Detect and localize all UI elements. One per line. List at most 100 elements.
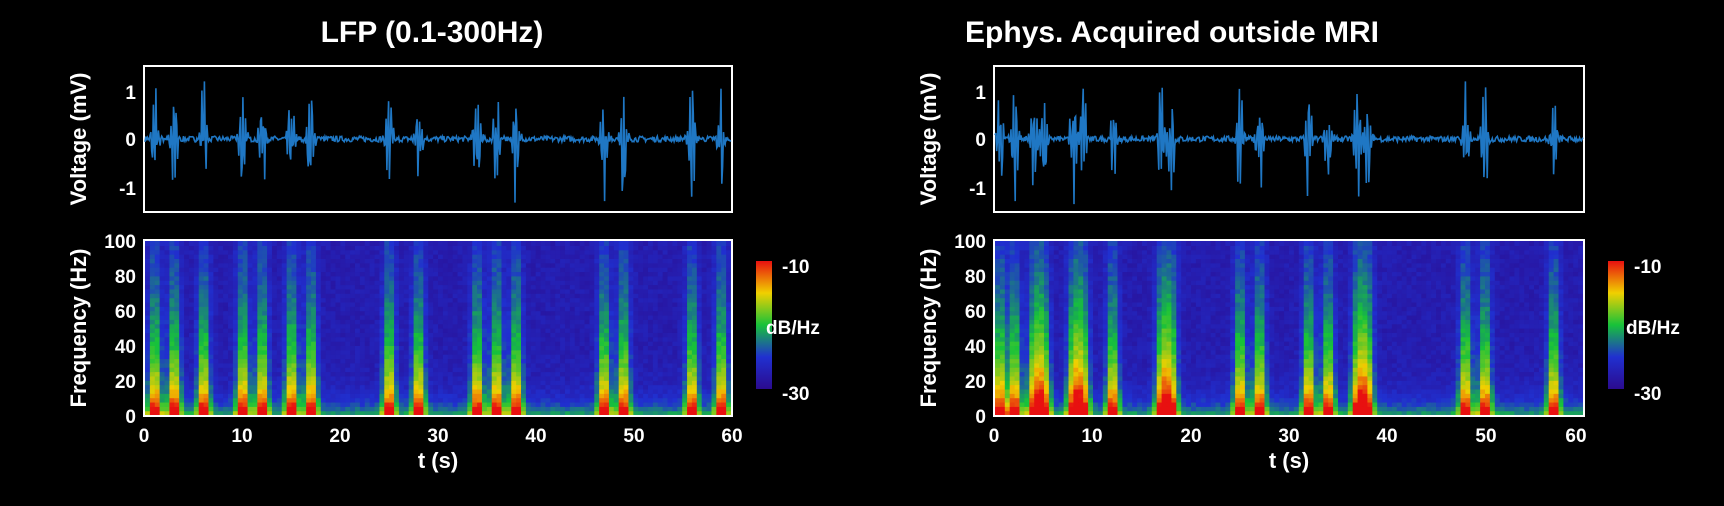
spectrogram-cell	[418, 332, 424, 338]
spectrogram-cell	[540, 310, 547, 316]
spectrogram-cell	[340, 301, 346, 307]
spectrogram-cell	[286, 280, 293, 286]
spectrogram-cell	[257, 275, 263, 281]
spectrogram-cell	[237, 349, 244, 355]
spectrogram-cell	[262, 375, 268, 381]
spectrogram-cell	[628, 401, 634, 407]
spectrogram-cell	[662, 293, 669, 299]
spectrogram-cell	[477, 245, 483, 251]
spectrogram-cell	[452, 280, 459, 286]
spectrogram-cell	[657, 293, 664, 299]
spectrogram-cell	[491, 297, 498, 303]
spectrogram-cell	[457, 310, 464, 316]
spectrogram-cell	[667, 262, 673, 268]
spectrogram-cell	[677, 314, 683, 320]
spectrogram-cell	[418, 301, 424, 307]
spectrogram-cell	[516, 367, 522, 373]
left-voltage-yticks: 1 0 -1	[119, 83, 136, 200]
spectrogram-cell	[706, 280, 713, 286]
spectrogram-cell	[164, 367, 171, 373]
spectrogram-cell	[594, 354, 600, 360]
spectrogram-cell	[628, 328, 634, 333]
spectrogram-cell	[242, 328, 249, 333]
spectrogram-cell	[550, 301, 556, 307]
spectrogram-cell	[198, 393, 205, 399]
spectrogram-cell	[599, 306, 605, 312]
spectrogram-cell	[442, 284, 449, 290]
spectrogram-cell	[428, 254, 434, 259]
spectrogram-cell	[608, 328, 615, 333]
spectrogram-cell	[530, 275, 537, 281]
spectrogram-cell	[169, 284, 175, 290]
spectrogram-cell	[652, 354, 659, 360]
spectrogram-cell	[525, 406, 532, 412]
spectrogram-cell	[696, 328, 703, 333]
spectrogram-cell	[652, 301, 659, 307]
spectrogram-cell	[354, 336, 361, 342]
spectrogram-cell	[335, 319, 341, 325]
spectrogram-cell	[374, 367, 380, 373]
spectrogram-cell	[481, 254, 488, 259]
spectrogram-cell	[413, 336, 420, 342]
spectrogram-cell	[242, 323, 249, 329]
spectrogram-cell	[481, 388, 488, 394]
spectrogram-cell	[647, 354, 654, 360]
spectrogram-cell	[389, 284, 395, 290]
spectrogram-cell	[657, 241, 664, 246]
spectrogram-cell	[638, 384, 644, 390]
spectrogram-cell	[1387, 410, 1393, 416]
spectrogram-cell	[721, 388, 727, 394]
spectrogram-cell	[726, 375, 732, 381]
spectrogram-cell	[379, 293, 385, 299]
spectrogram-cell	[301, 393, 307, 399]
spectrogram-cell	[560, 306, 566, 312]
spectrogram-cell	[667, 249, 673, 255]
spectrogram-cell	[267, 258, 273, 264]
spectrogram-cell	[711, 310, 717, 316]
spectrogram-cell	[525, 271, 532, 277]
spectrogram-cell	[438, 345, 444, 351]
spectrogram-cell	[228, 336, 234, 342]
spectrogram-cell	[608, 293, 615, 299]
spectrogram-cell	[408, 328, 415, 333]
spectrogram-cell	[574, 293, 581, 299]
spectrogram-cell	[232, 245, 239, 251]
spectrogram-cell	[291, 341, 297, 346]
spectrogram-cell	[232, 354, 239, 360]
spectrogram-cell	[223, 345, 229, 351]
spectrogram-cell	[345, 271, 351, 277]
spectrogram-cell	[188, 410, 195, 416]
spectrogram-cell	[159, 301, 166, 307]
spectrogram-cell	[369, 306, 376, 312]
spectrogram-cell	[696, 267, 703, 273]
spectrogram-cell	[608, 267, 615, 273]
spectrogram-cell	[706, 258, 713, 264]
spectrogram-cell	[530, 254, 537, 259]
spectrogram-cell	[726, 319, 732, 325]
spectrogram-cell	[672, 319, 678, 325]
spectrogram-cell	[618, 384, 625, 390]
spectrogram-cell	[423, 358, 429, 364]
spectrogram-cell	[335, 288, 341, 294]
spectrogram-cell	[706, 254, 713, 259]
spectrogram-cell	[389, 406, 395, 412]
spectrogram-cell	[501, 362, 507, 368]
spectrogram-cell	[467, 293, 473, 299]
spectrogram-cell	[145, 384, 151, 390]
spectrogram-cell	[452, 275, 459, 281]
spectrogram-cell	[1068, 410, 1074, 416]
spectrogram-cell	[218, 319, 224, 325]
spectrogram-cell	[301, 301, 307, 307]
spectrogram-cell	[242, 297, 249, 303]
spectrogram-cell	[276, 249, 283, 255]
spectrogram-cell	[179, 367, 185, 373]
spectrogram-cell	[662, 336, 669, 342]
spectrogram-cell	[491, 288, 498, 294]
spectrogram-cell	[501, 349, 507, 355]
spectrogram-cell	[184, 280, 190, 286]
spectrogram-cell	[555, 393, 561, 399]
spectrogram-cell	[569, 254, 576, 259]
spectrogram-cell	[486, 384, 493, 390]
spectrogram-cell	[257, 293, 263, 299]
spectrogram-cell	[228, 401, 234, 407]
